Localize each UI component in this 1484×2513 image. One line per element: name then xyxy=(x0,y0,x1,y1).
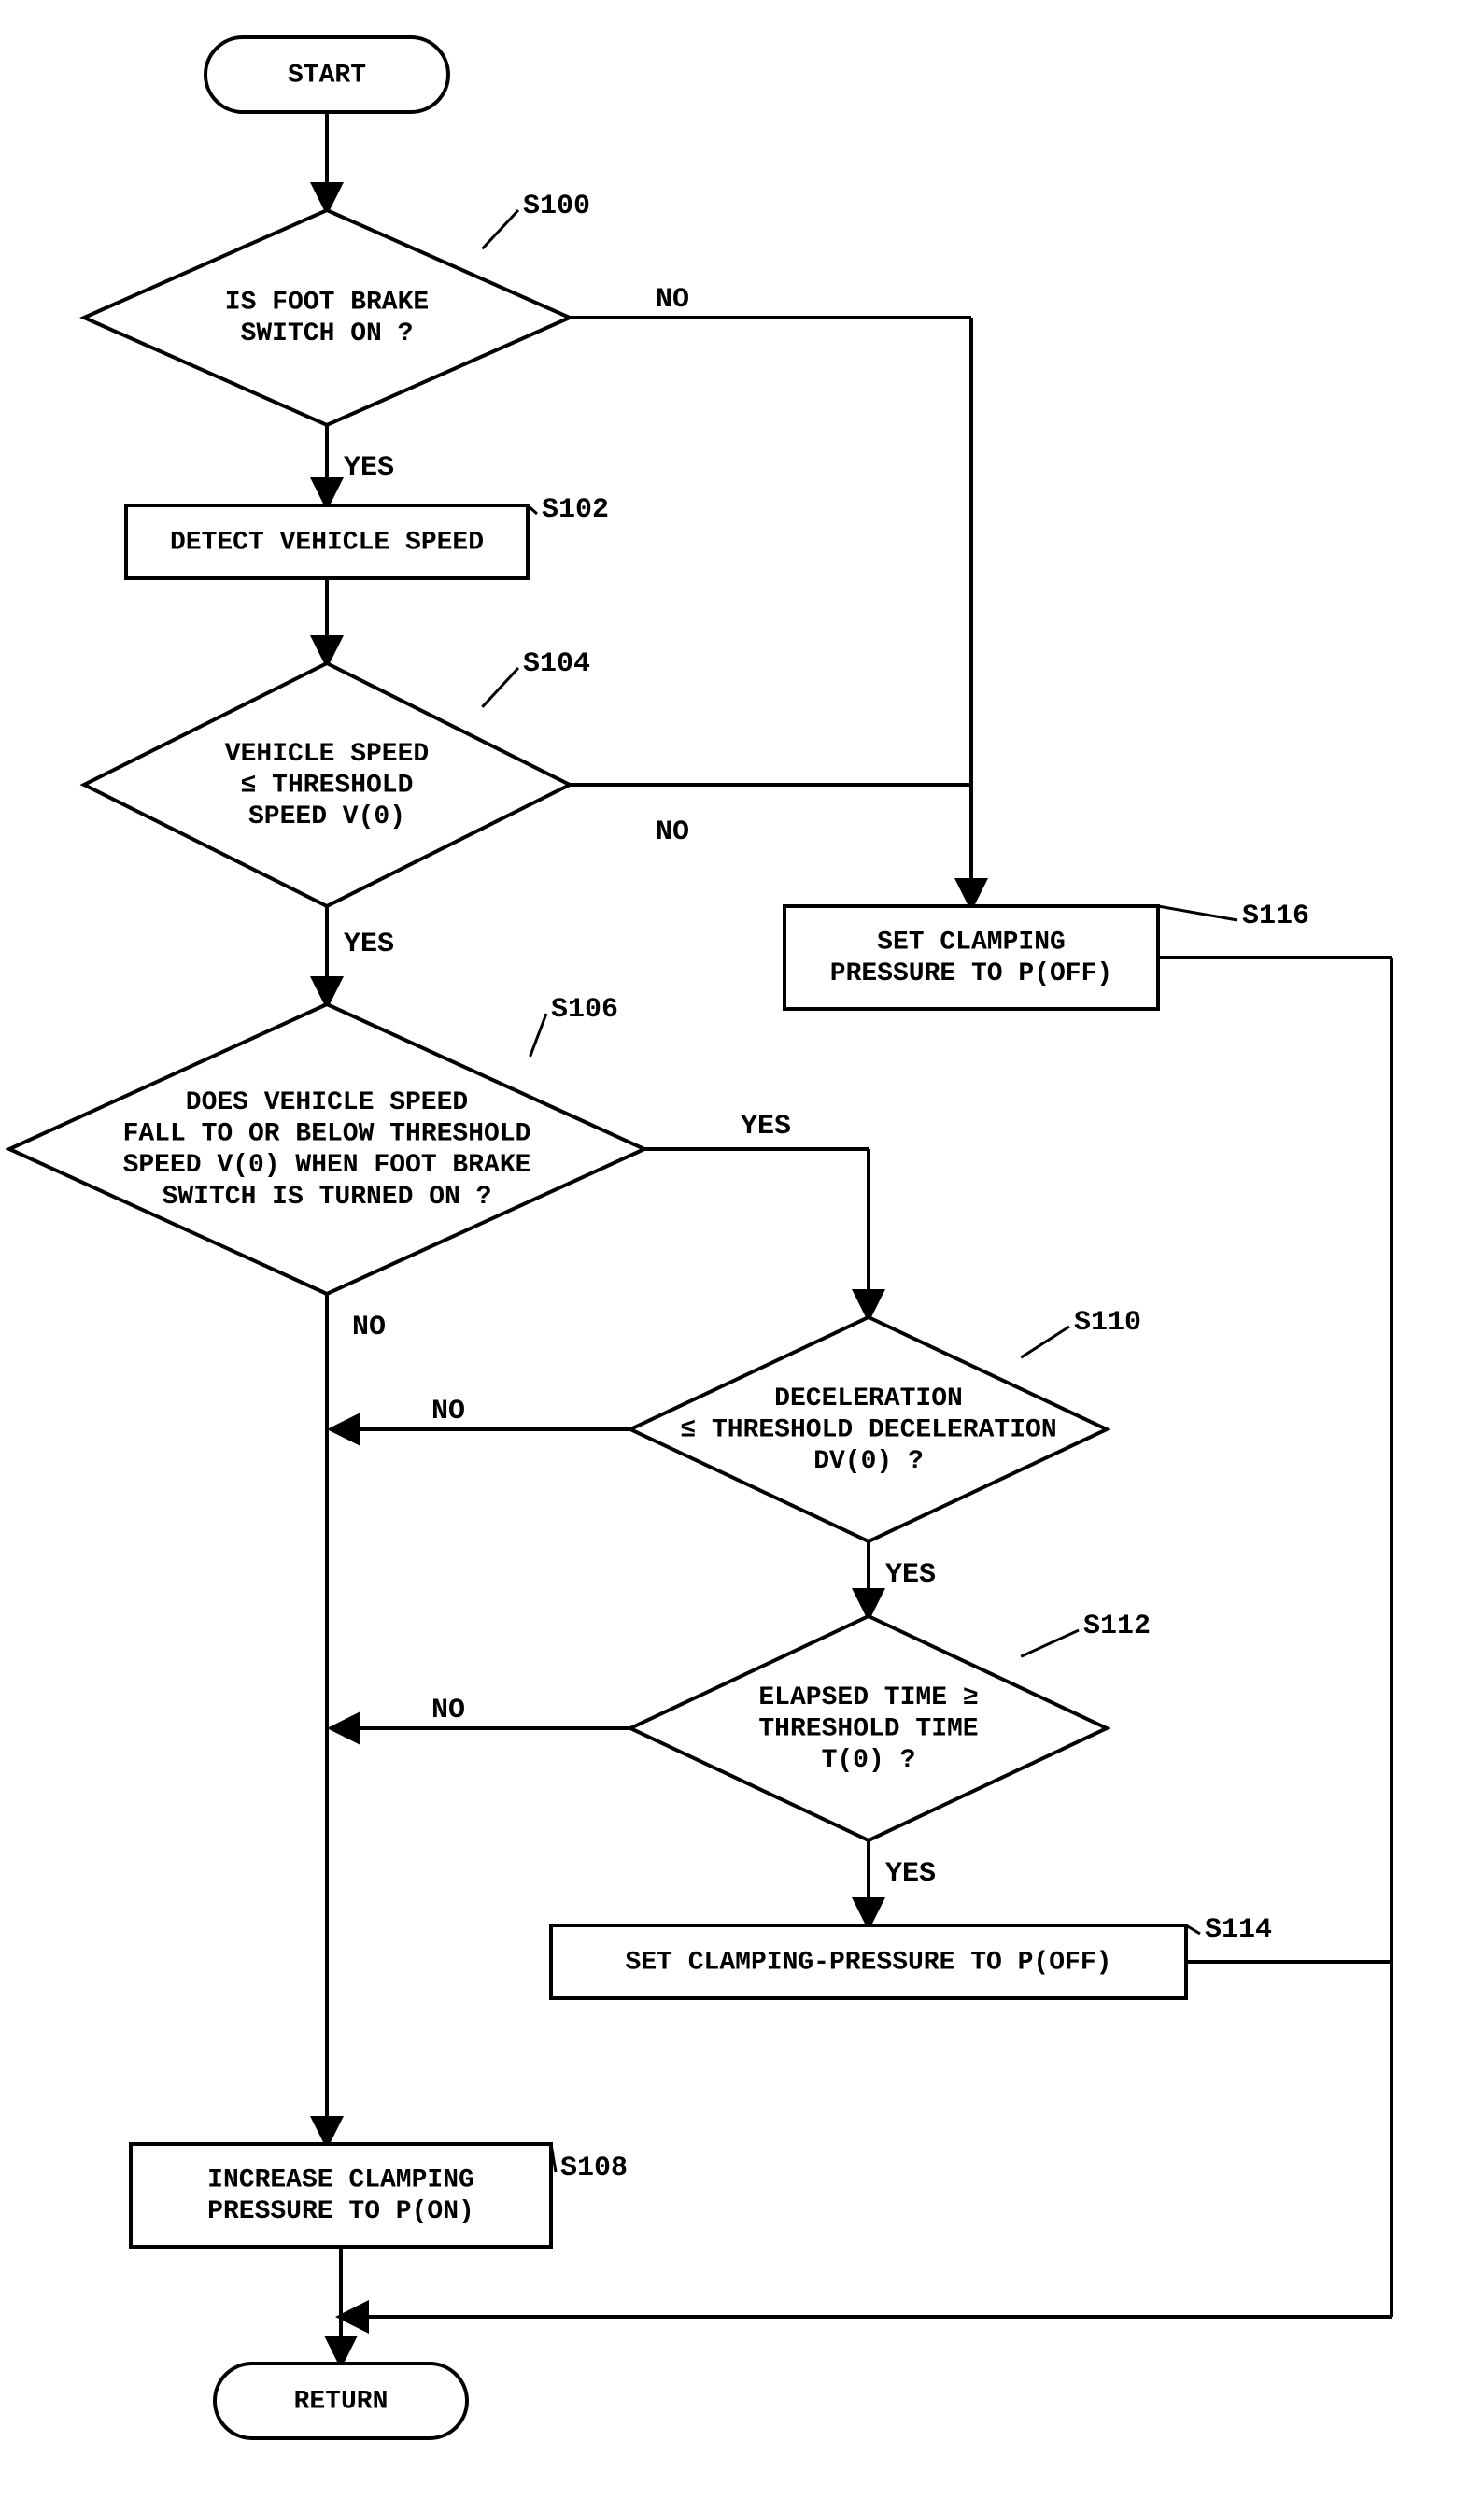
steplabel-s116: S116 xyxy=(1242,901,1309,932)
node-s114: SET CLAMPING-PRESSURE TO P(OFF) S114 xyxy=(551,1914,1272,1998)
edge-label-7: YES xyxy=(885,1559,936,1591)
node-start-text: START xyxy=(288,61,366,90)
edge-label-5: NO xyxy=(352,1312,386,1343)
steplabel-s114: S114 xyxy=(1205,1914,1272,1946)
node-s108-text: PRESSURE TO P(ON) xyxy=(207,2197,474,2226)
steplabel-s106: S106 xyxy=(551,994,618,1026)
steplabel-s100: S100 xyxy=(523,191,590,222)
node-s102-text: DETECT VEHICLE SPEED xyxy=(170,528,484,557)
edge-label-8: NO xyxy=(431,1695,465,1726)
edges xyxy=(327,112,1392,2364)
node-s108: INCREASE CLAMPINGPRESSURE TO P(ON) S108 xyxy=(131,2144,628,2247)
node-start: START xyxy=(205,37,448,112)
edge-label-2: YES xyxy=(344,929,394,960)
node-s104: VEHICLE SPEED≤ THRESHOLDSPEED V(0) S104 xyxy=(84,648,590,906)
node-s106-text: FALL TO OR BELOW THRESHOLD xyxy=(123,1120,531,1149)
node-s110-text: DV(0) ? xyxy=(813,1447,924,1476)
node-s116-text: SET CLAMPING xyxy=(877,929,1066,958)
node-s104-text: ≤ THRESHOLD xyxy=(241,771,414,800)
node-s100-text: IS FOOT BRAKE xyxy=(225,289,429,318)
node-s106: DOES VEHICLE SPEED FALL TO OR BELOW THRES… xyxy=(9,994,644,1294)
edge-label-0: YES xyxy=(344,452,394,484)
node-s116-text: PRESSURE TO P(OFF) xyxy=(830,959,1112,988)
node-s112-text: T(0) ? xyxy=(822,1746,916,1775)
node-s106-text: SPEED V(0) WHEN FOOT BRAKE xyxy=(123,1151,531,1180)
edge-label-9: YES xyxy=(885,1858,936,1890)
node-s116: SET CLAMPINGPRESSURE TO P(OFF) S116 xyxy=(784,901,1309,1009)
node-return: RETURN xyxy=(215,2364,467,2438)
node-s108-text: INCREASE CLAMPING xyxy=(207,2166,474,2195)
steplabel-s110: S110 xyxy=(1074,1307,1141,1339)
edge-label-4: YES xyxy=(741,1111,791,1143)
node-s112-text: ELAPSED TIME ≥ xyxy=(758,1683,978,1712)
edge-label-3: NO xyxy=(656,816,689,848)
node-s100: IS FOOT BRAKESWITCH ON ? S100 xyxy=(84,191,590,425)
node-s106-text: SWITCH IS TURNED ON ? xyxy=(163,1183,492,1212)
steplabel-s104: S104 xyxy=(523,648,590,680)
edge-label-6: NO xyxy=(431,1396,465,1427)
node-s104-text: VEHICLE SPEED xyxy=(225,740,429,769)
node-return-text: RETURN xyxy=(294,2387,389,2416)
node-s110-text: ≤ THRESHOLD DECELERATION xyxy=(680,1415,1056,1444)
steplabel-s102: S102 xyxy=(542,494,609,526)
steplabel-s108: S108 xyxy=(560,2152,628,2184)
node-s104-text: SPEED V(0) xyxy=(248,802,405,831)
node-s110-text: DECELERATION xyxy=(774,1384,963,1413)
node-s102: DETECT VEHICLE SPEED S102 xyxy=(126,494,609,578)
node-s114-text: SET CLAMPING-PRESSURE TO P(OFF) xyxy=(626,1948,1112,1977)
node-s112-text: THRESHOLD TIME xyxy=(758,1714,978,1743)
steplabel-s112: S112 xyxy=(1083,1611,1151,1642)
node-s106-text: DOES VEHICLE SPEED xyxy=(186,1088,468,1117)
edge-label-1: NO xyxy=(656,284,689,316)
node-s110: DECELERATION≤ THRESHOLD DECELERATION DV(0… xyxy=(630,1307,1141,1541)
node-s112: ELAPSED TIME ≥THRESHOLD TIME T(0) ? S112 xyxy=(630,1611,1151,1840)
flowchart-diagram: START IS FOOT BRAKESWITCH ON ? S100 DETECT … xyxy=(0,0,1484,2513)
node-s100-text: SWITCH ON ? xyxy=(241,319,414,348)
